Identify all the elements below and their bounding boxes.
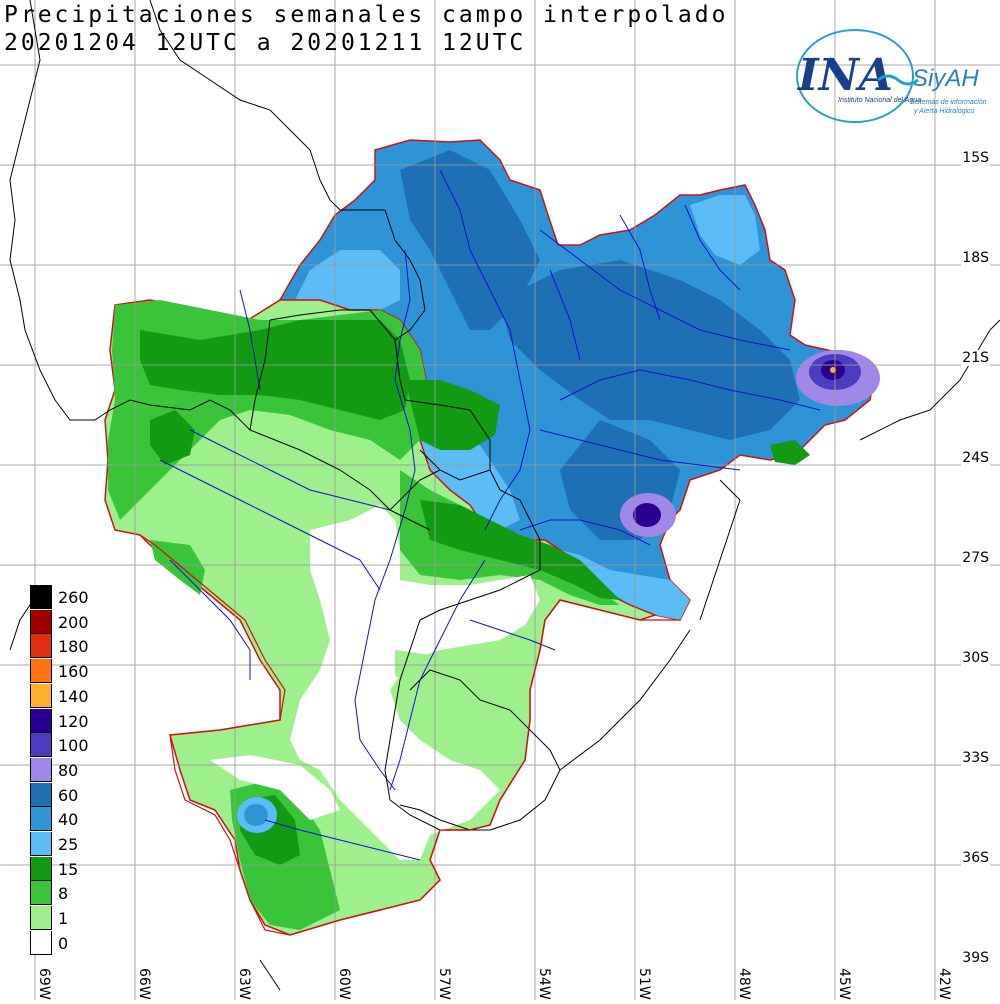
legend-row: 180	[30, 634, 110, 659]
logo-subtitle-1: Sistemas de información	[910, 99, 987, 106]
legend-swatch	[30, 856, 52, 881]
legend-label: 0	[58, 933, 69, 953]
precip-zone-zero-south	[210, 755, 340, 820]
lon-label: 69W	[36, 968, 52, 1000]
lon-label: 54W	[536, 968, 552, 1000]
precip-zone-15-f	[770, 440, 810, 465]
legend-label: 260	[58, 588, 89, 607]
precip-local-40-core	[244, 804, 268, 826]
legend-label: 80	[58, 760, 79, 780]
legend-row: 0	[30, 930, 110, 955]
legend-label: 100	[58, 736, 89, 756]
legend-label: 200	[58, 612, 89, 632]
legend-swatch	[30, 733, 52, 758]
logo-ina-text: INA	[796, 50, 893, 101]
precip-zone-15-a	[140, 320, 410, 420]
ina-logo-icon: INA SiyAH Instituto Nacional del Agua Si…	[796, 29, 987, 123]
lon-label: 66W	[136, 968, 152, 1000]
precip-max-south-100	[633, 503, 661, 527]
legend-label: 25	[58, 835, 79, 854]
legend-swatch	[30, 634, 52, 659]
legend-swatch	[30, 832, 52, 856]
legend-swatch	[30, 757, 52, 782]
lon-label: 42W	[936, 968, 952, 1000]
precip-zone-15-d	[150, 410, 195, 465]
legend-row: 140	[30, 683, 110, 708]
legend-label: 60	[58, 785, 79, 805]
legend-label: 120	[58, 711, 89, 731]
precip-zone-1-uruguay	[440, 690, 510, 750]
legend-label: 40	[58, 810, 79, 830]
logo-subtitle-2: y Alerta Hidrológico	[913, 108, 975, 115]
legend-swatch	[30, 585, 52, 609]
legend-row: 260	[30, 585, 110, 609]
legend-swatch	[30, 683, 52, 708]
lon-label: 51W	[636, 968, 652, 1000]
precip-field	[104, 139, 880, 936]
precip-zone-15-c	[420, 500, 620, 600]
lon-label: 63W	[236, 968, 252, 1000]
legend-row: 100	[30, 733, 110, 758]
legend-label: 140	[58, 686, 89, 706]
lat-label: 39S	[961, 950, 990, 966]
precip-zone-1-entrerios	[395, 650, 450, 690]
lat-label: 33S	[961, 750, 990, 766]
legend-swatch	[30, 930, 52, 955]
lon-label: 45W	[836, 968, 852, 1000]
legend-swatch	[30, 807, 52, 832]
lat-label: 30S	[961, 650, 990, 666]
basin-outline	[139, 534, 680, 936]
precip-zone-60-b	[500, 260, 800, 440]
legend-swatch	[30, 906, 52, 931]
legend-swatch	[30, 881, 52, 906]
legend-row: 60	[30, 782, 110, 807]
legend-label: 180	[58, 637, 89, 657]
legend-label: 160	[58, 662, 89, 682]
legend-row: 8	[30, 881, 110, 906]
legend-label: 8	[58, 884, 69, 904]
precip-zone-25-c	[690, 195, 760, 265]
logo-product-text: SiyAH	[912, 65, 979, 92]
lat-label: 18S	[961, 250, 990, 266]
precip-zone-15-b	[405, 380, 500, 450]
map-title: Precipitaciones semanales campo interpol…	[4, 2, 729, 28]
map-date-range: 20201204 12UTC a 20201211 12UTC	[4, 30, 527, 56]
legend-swatch	[30, 609, 52, 634]
legend-swatch	[30, 659, 52, 684]
legend-row: 25	[30, 832, 110, 856]
logo-org-text: Instituto Nacional del Agua	[838, 97, 921, 104]
legend-row: 120	[30, 708, 110, 733]
rivers	[159, 169, 821, 861]
legend-row: 200	[30, 609, 110, 634]
legend-row: 160	[30, 659, 110, 684]
lon-label: 60W	[336, 968, 352, 1000]
legend-row: 1	[30, 906, 110, 931]
legend-label: 15	[58, 859, 79, 879]
lon-label: 57W	[436, 968, 452, 1000]
lat-label: 24S	[961, 450, 990, 466]
lat-label: 27S	[961, 550, 990, 566]
legend-swatch	[30, 782, 52, 807]
legend-swatch	[30, 708, 52, 733]
lat-label: 21S	[961, 350, 990, 366]
country-borders	[9, 0, 1000, 991]
ina-siyah-logo: INA SiyAH Instituto Nacional del Agua Si…	[790, 28, 1000, 128]
legend-label: 1	[58, 909, 69, 929]
lat-label: 15S	[961, 150, 990, 166]
lon-label: 48W	[736, 968, 752, 1000]
legend-row: 40	[30, 807, 110, 832]
lat-label: 36S	[961, 850, 990, 866]
legend-row: 15	[30, 856, 110, 881]
legend-row: 80	[30, 757, 110, 782]
precip-zone-zero-center	[290, 505, 540, 860]
